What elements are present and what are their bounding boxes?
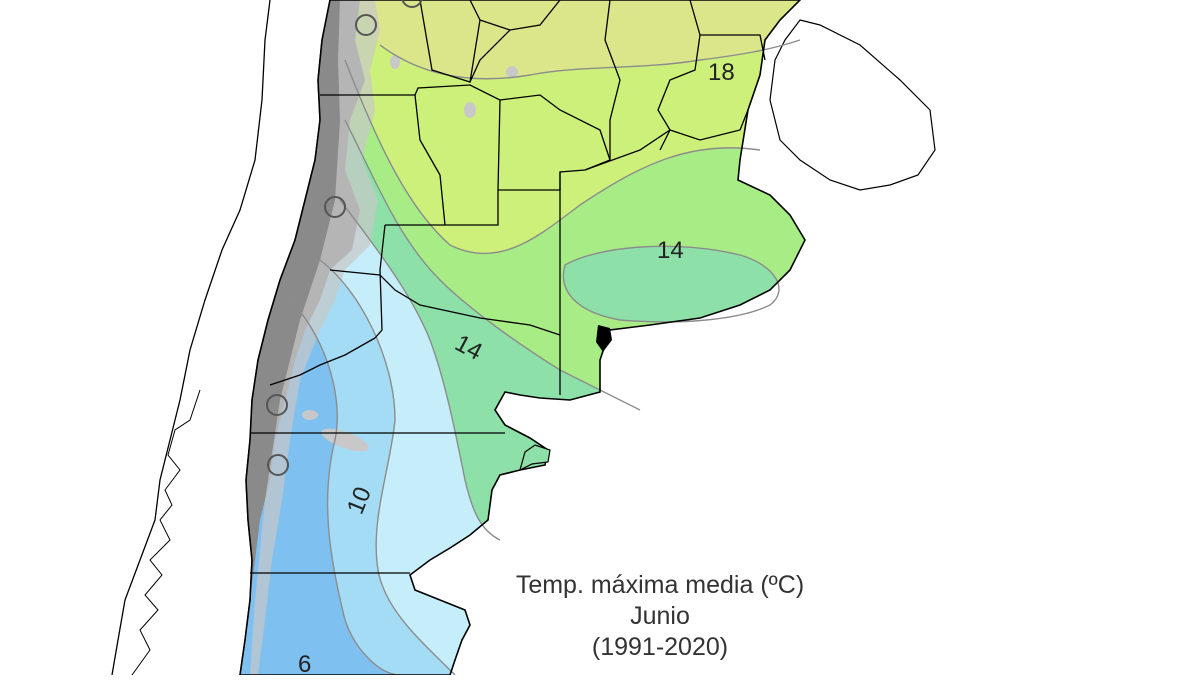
stations xyxy=(266,0,423,476)
province-border xyxy=(269,337,376,386)
province-border xyxy=(469,29,511,83)
province-border xyxy=(604,0,621,160)
chile-coast-islands xyxy=(131,389,201,676)
isolines xyxy=(289,39,801,676)
caption-period: (1991-2020) xyxy=(591,633,729,661)
mountain-patch xyxy=(390,55,400,69)
isoline-8 xyxy=(289,299,401,676)
isoline-label-18: 18 xyxy=(708,59,735,86)
province-border xyxy=(329,269,561,336)
province-border xyxy=(414,94,499,226)
peninsula-valdes xyxy=(519,444,551,472)
isoline-14-east xyxy=(562,245,780,323)
station-marker xyxy=(355,14,377,36)
rio-de-la-plata-delta xyxy=(596,325,612,352)
station-marker xyxy=(401,0,423,8)
map-caption: Temp. máxima media (ºC) Junio (1991-2020… xyxy=(450,570,870,663)
uruguay-outline xyxy=(769,19,936,191)
station-marker xyxy=(266,394,288,416)
andes-foothills xyxy=(250,0,380,675)
band-12-14-east xyxy=(563,246,779,322)
province-border xyxy=(584,109,749,171)
mountain-patch xyxy=(464,102,476,118)
station-marker xyxy=(324,196,346,218)
isoline-label-14-east: 14 xyxy=(657,237,684,264)
mountain-patch xyxy=(321,428,369,452)
isoline-label-6: 6 xyxy=(298,651,311,675)
province-borders xyxy=(250,0,766,574)
isoline-12 xyxy=(339,199,501,541)
mountain-patch xyxy=(506,66,518,78)
caption-title: Temp. máxima media (ºC) xyxy=(515,571,805,599)
province-border xyxy=(374,224,386,339)
isoline-10 xyxy=(319,259,456,676)
province-border xyxy=(657,34,701,151)
mountain-patch xyxy=(302,410,318,420)
station-marker xyxy=(267,454,289,476)
province-border xyxy=(479,0,561,31)
isoline-16 xyxy=(344,59,761,255)
province-border xyxy=(689,0,766,61)
province-border xyxy=(320,84,501,191)
isoline-14 xyxy=(344,119,641,411)
caption-month: Junio xyxy=(630,602,690,630)
